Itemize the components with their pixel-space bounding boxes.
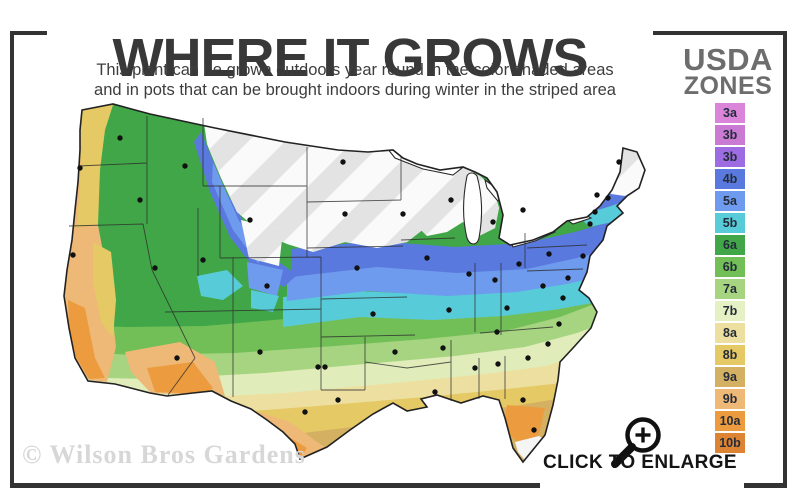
city-dot bbox=[400, 211, 406, 217]
city-dot bbox=[520, 207, 526, 213]
zone-band-5b bbox=[283, 249, 645, 327]
frame-border-left bbox=[10, 31, 14, 488]
legend-title-usda: USDA bbox=[683, 42, 773, 77]
frame-border-right bbox=[783, 31, 787, 488]
frame-border-top-left-segment bbox=[10, 31, 47, 35]
city-dot bbox=[392, 349, 398, 355]
legend-zone-swatch-3a: 3a bbox=[715, 103, 745, 123]
city-dot bbox=[545, 341, 551, 347]
zone-streak-rockies bbox=[194, 132, 297, 287]
legend-zone-swatch-10b: 10b bbox=[715, 433, 745, 453]
city-dot bbox=[592, 209, 598, 215]
city-dot bbox=[520, 397, 526, 403]
zone-patch-colorado bbox=[247, 262, 283, 296]
zone-patch-colorado-south bbox=[251, 290, 279, 312]
city-dot bbox=[117, 135, 123, 141]
city-dot bbox=[492, 277, 498, 283]
legend-zone-swatch-7b: 7b bbox=[715, 301, 745, 321]
click-to-enlarge-label[interactable]: CLICK TO ENLARGE bbox=[543, 452, 737, 473]
subtitle-line-1: This plant can be grown outdoors year ro… bbox=[96, 61, 614, 79]
usda-zone-map[interactable] bbox=[55, 100, 695, 475]
city-dot bbox=[560, 295, 566, 301]
zone-strip-pnw-coast bbox=[71, 105, 113, 228]
city-dot bbox=[70, 252, 76, 258]
city-dot bbox=[540, 283, 546, 289]
legend-zone-swatch-3b: 3b bbox=[715, 125, 745, 145]
watermark: © Wilson Bros Gardens bbox=[22, 440, 306, 469]
city-dot bbox=[200, 257, 206, 263]
magnifier-icon[interactable] bbox=[596, 405, 676, 473]
legend-zone-swatch-5a: 5a bbox=[715, 191, 745, 211]
city-dot bbox=[370, 311, 376, 317]
city-dot bbox=[264, 283, 270, 289]
subtitle-line-2: and in pots that can be brought indoors … bbox=[94, 81, 616, 99]
city-dot bbox=[516, 261, 522, 267]
city-dot bbox=[556, 321, 562, 327]
city-dot bbox=[466, 271, 472, 277]
legend-zone-swatch-9a: 9a bbox=[715, 367, 745, 387]
city-dot bbox=[504, 305, 510, 311]
city-dot bbox=[494, 329, 500, 335]
city-dot bbox=[174, 355, 180, 361]
city-dot bbox=[472, 365, 478, 371]
city-dot bbox=[616, 159, 622, 165]
city-dot bbox=[531, 427, 537, 433]
legend-zone-swatch-10a: 10a bbox=[715, 411, 745, 431]
city-dot bbox=[354, 265, 360, 271]
legend-zone-swatch-8a: 8a bbox=[715, 323, 745, 343]
city-dot bbox=[340, 159, 346, 165]
city-dot bbox=[605, 195, 611, 201]
city-dot bbox=[594, 192, 600, 198]
city-dot bbox=[182, 163, 188, 169]
city-dot bbox=[257, 349, 263, 355]
legend-zone-swatch-4b: 4b bbox=[715, 169, 745, 189]
zone-patch-central-florida bbox=[505, 405, 545, 450]
city-dot bbox=[440, 345, 446, 351]
city-dot bbox=[525, 355, 531, 361]
city-dot bbox=[302, 409, 308, 415]
city-dot bbox=[247, 217, 253, 223]
legend-title-zones: ZONES bbox=[683, 72, 773, 100]
city-dot bbox=[137, 197, 143, 203]
city-dot bbox=[446, 307, 452, 313]
city-dot bbox=[546, 251, 552, 257]
lake-michigan bbox=[463, 172, 482, 245]
city-dots bbox=[70, 135, 622, 433]
city-dot bbox=[448, 197, 454, 203]
page-title: WHERE IT GROWS bbox=[112, 28, 589, 89]
city-dot bbox=[322, 364, 328, 370]
frame-border-top-right-segment bbox=[653, 31, 787, 35]
legend-zone-swatch-3b: 3b bbox=[715, 147, 745, 167]
legend-zone-swatch-7a: 7a bbox=[715, 279, 745, 299]
city-dot bbox=[432, 389, 438, 395]
city-dot bbox=[335, 397, 341, 403]
legend-zone-swatch-8b: 8b bbox=[715, 345, 745, 365]
state-borders bbox=[68, 116, 588, 401]
zone-patch-central-valley bbox=[93, 242, 116, 338]
city-dot bbox=[490, 219, 496, 225]
zone-patch-south-florida-white bbox=[515, 436, 545, 460]
zone-patch-socal-coast bbox=[68, 300, 105, 379]
legend-zone-swatch-6a: 6a bbox=[715, 235, 745, 255]
city-dot bbox=[580, 253, 586, 259]
zone-band-4b bbox=[291, 194, 645, 277]
city-dot bbox=[565, 275, 571, 281]
city-dot bbox=[315, 364, 321, 370]
city-dot bbox=[152, 265, 158, 271]
legend-zone-swatch-5b: 5b bbox=[715, 213, 745, 233]
legend-zone-swatch-6b: 6b bbox=[715, 257, 745, 277]
zone-patch-utah bbox=[197, 270, 243, 300]
city-dot bbox=[495, 361, 501, 367]
usda-zones-legend: 3a 3b 3b 4b 5a 5b 6a 6b 7a 7b 8a 8b 9a 9b 10a 10b bbox=[715, 103, 745, 455]
city-dot bbox=[424, 255, 430, 261]
city-dot bbox=[342, 211, 348, 217]
legend-zone-swatch-9b: 9b bbox=[715, 389, 745, 409]
frame-border-bottom-right-segment bbox=[744, 483, 787, 488]
city-dot bbox=[77, 165, 83, 171]
frame-border-bottom-left-segment bbox=[10, 483, 540, 488]
city-dot bbox=[587, 221, 593, 227]
zone-band-5a bbox=[287, 221, 645, 301]
